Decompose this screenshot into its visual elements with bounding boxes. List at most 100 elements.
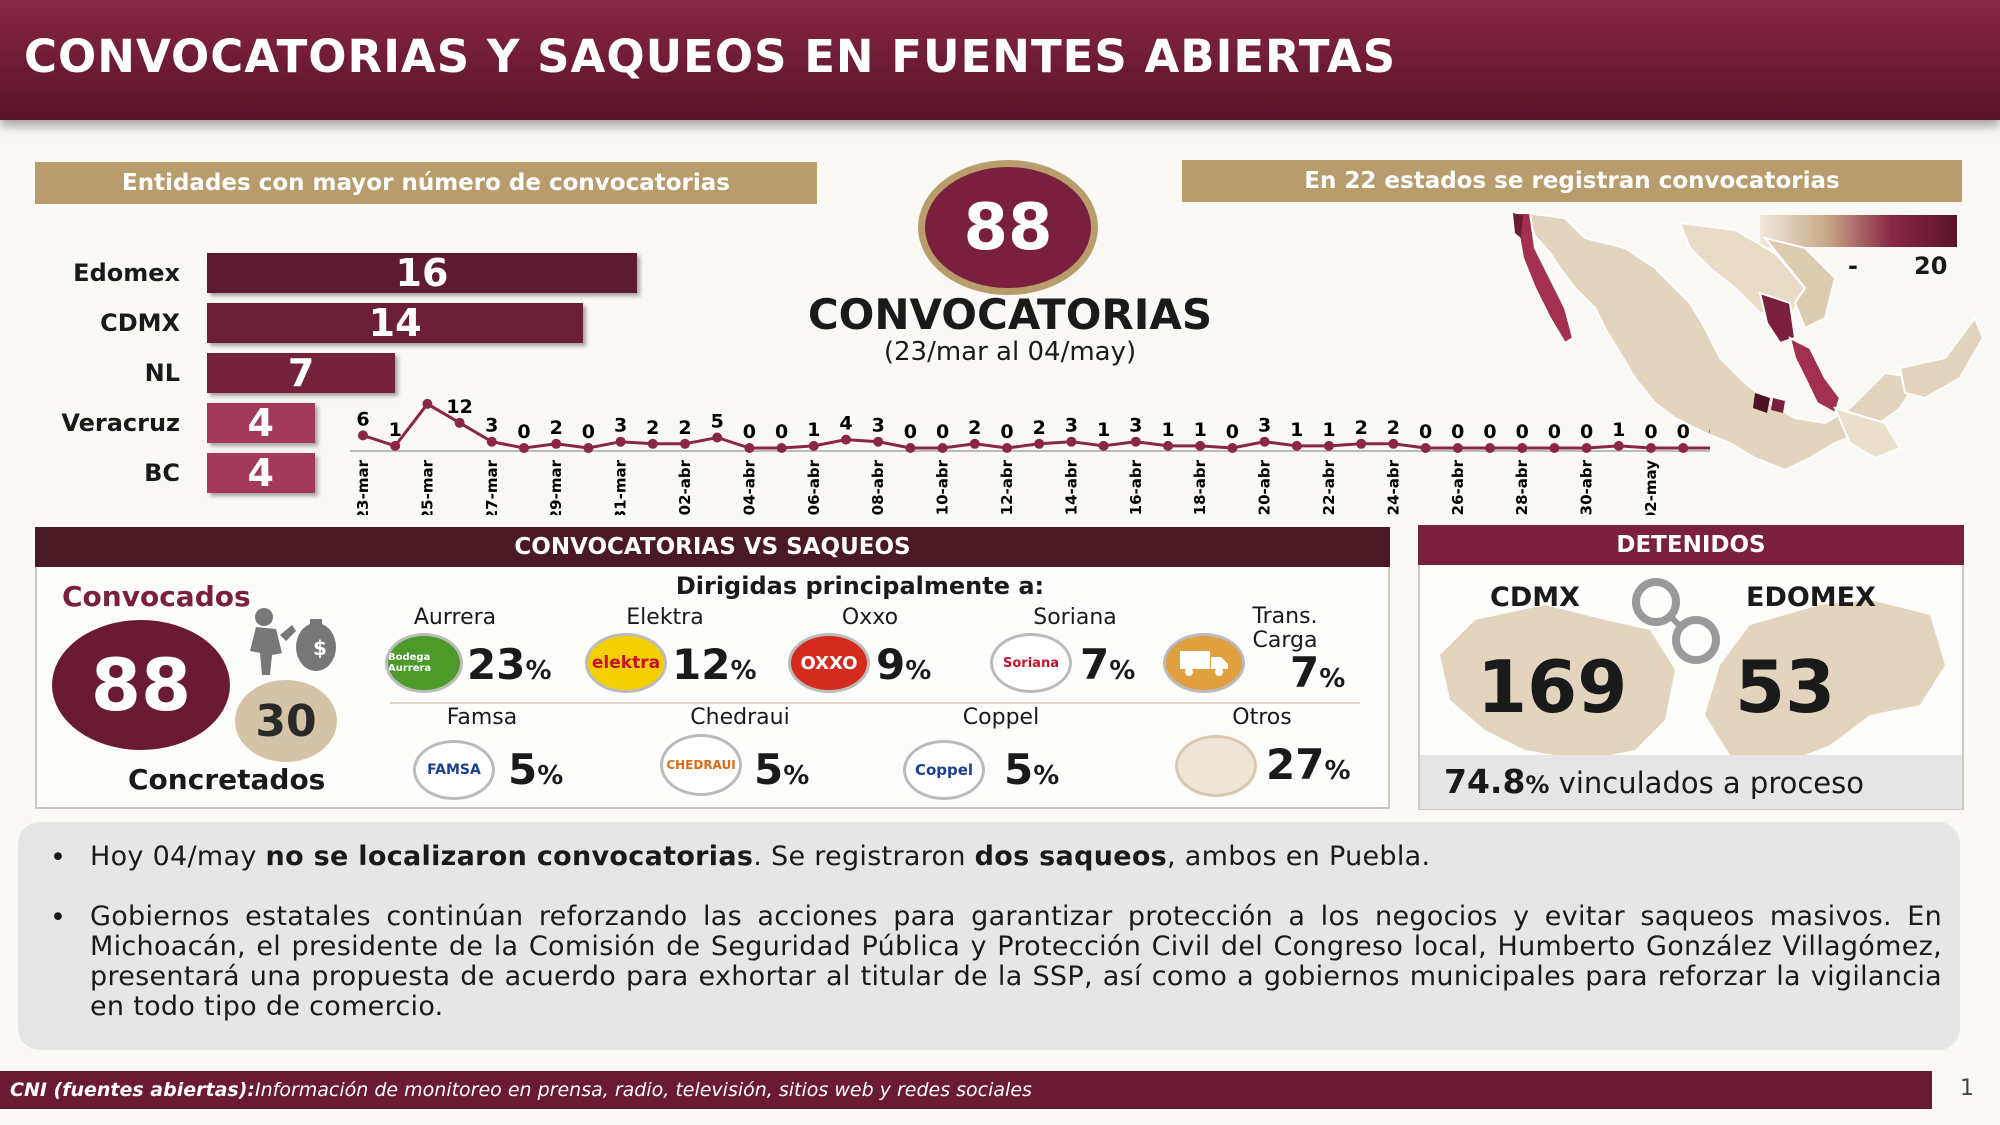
data-label-29-abr: 0 [1548, 421, 1561, 443]
data-label-21-abr: 1 [1290, 419, 1303, 441]
data-label-02-abr: 2 [678, 417, 691, 439]
tick-label-14-abr: 14-abr [1062, 459, 1080, 515]
oxxo-logo: OXXO [788, 633, 870, 693]
data-label-20-abr: 3 [1258, 415, 1271, 437]
store-name-aurrera: Aurrera [413, 605, 497, 630]
data-point-15-abr [1098, 440, 1109, 451]
data-point-11-abr [969, 438, 980, 449]
store-pct-aurrera: 23% [467, 640, 552, 689]
data-point-25-mar [422, 398, 433, 409]
concretados-label: Concretados [128, 763, 326, 796]
map-legend-dash: - [1848, 252, 1858, 280]
data-label-15-abr: 1 [1097, 419, 1110, 441]
data-point-25-abr [1420, 443, 1431, 453]
data-label-31-mar: 3 [614, 415, 627, 437]
data-label-09-abr: 0 [904, 421, 917, 443]
data-label-05-abr: 0 [775, 421, 788, 443]
summary-bullet-2: Gobiernos estatales continúan reforzando… [90, 901, 1942, 1022]
store-name-famsa: Famsa [446, 705, 518, 730]
total-number: 88 [963, 190, 1053, 265]
data-point-17-abr [1163, 440, 1173, 451]
detained-title: DETENIDOS [1418, 525, 1964, 565]
mexico-map [1513, 211, 1985, 472]
data-point-26-mar [454, 417, 465, 428]
truck-icon [1163, 633, 1245, 693]
data-point-28-abr [1517, 443, 1528, 453]
bar-label-nl: NL [144, 359, 180, 387]
data-point-12-abr [1002, 443, 1012, 453]
data-point-08-abr [873, 436, 884, 447]
elektra-logo: elektra [585, 633, 667, 693]
convocados-label: Convocados [62, 580, 251, 613]
data-label-17-abr: 1 [1161, 419, 1174, 441]
aurrera-logo: Bodega Aurrera [385, 633, 463, 693]
data-point-03-abr [712, 432, 723, 443]
tick-label-08-abr: 08-abr [869, 459, 887, 515]
source-footer: CNI (fuentes abiertas): Información de m… [0, 1071, 1932, 1109]
data-point-29-abr [1549, 443, 1560, 453]
map-legend-max: 20 [1914, 252, 1948, 280]
soriana-logo: Soriana [990, 633, 1072, 693]
data-label-26-mar: 12 [446, 396, 472, 418]
tick-label-06-abr: 06-abr [805, 459, 823, 515]
data-point-02-abr [680, 438, 690, 449]
store-pct-famsa: 5% [508, 745, 564, 794]
data-label-24-abr: 2 [1387, 417, 1400, 439]
data-point-01-may [1613, 440, 1624, 451]
data-label-25-abr: 0 [1419, 421, 1432, 443]
data-label-19-abr: 0 [1226, 421, 1239, 443]
bar-label-cdmx: CDMX [100, 309, 180, 337]
convocados-value: 88 [90, 643, 192, 727]
data-label-18-abr: 1 [1194, 419, 1207, 441]
data-label-13-abr: 2 [1033, 417, 1046, 439]
bar-label-bc: BC [144, 459, 180, 487]
entities-title: Entidades con mayor número de convocator… [35, 162, 817, 204]
data-label-23-abr: 2 [1355, 417, 1368, 439]
data-label-28-abr: 0 [1516, 421, 1529, 443]
bullet-dot: • [50, 842, 66, 873]
summary-bullet-1: Hoy 04/may no se localizaron convocatori… [90, 841, 1431, 872]
data-point-02-may [1646, 443, 1656, 453]
data-label-14-abr: 3 [1065, 415, 1078, 437]
data-point-04-abr [744, 443, 755, 453]
tick-label-24-abr: 24-abr [1384, 459, 1402, 515]
tick-label-04-abr: 04-abr [740, 459, 758, 515]
data-point-29-mar [551, 438, 562, 449]
data-label-30-abr: 0 [1580, 421, 1593, 443]
concretados-circle: 30 [235, 680, 337, 762]
famsa-logo: FAMSA [413, 740, 495, 800]
concretados-value: 30 [255, 695, 317, 747]
data-point-01-abr [647, 438, 658, 449]
data-label-25-mar: 21 [414, 395, 440, 399]
store-pct-elektra: 12% [672, 640, 757, 689]
bar-edomex: 16 [207, 251, 637, 295]
page-title: CONVOCATORIAS Y SAQUEOS EN FUENTES ABIER… [24, 30, 1397, 83]
data-label-28-mar: 0 [517, 421, 530, 443]
bar-nl: 7 [207, 351, 396, 395]
data-label-03-may: 0 [1677, 421, 1690, 443]
tick-label-31-mar: 31-mar [612, 459, 630, 515]
data-label-22-abr: 1 [1322, 419, 1335, 441]
otros-logo [1175, 735, 1257, 797]
map-legend-gradient [1760, 215, 1957, 247]
bar-label-edomex: Edomex [73, 259, 180, 287]
data-label-01-abr: 2 [646, 417, 659, 439]
data-point-14-abr [1066, 436, 1077, 447]
tick-label-28-abr: 28-abr [1513, 459, 1531, 515]
bullet-dot: • [50, 902, 66, 933]
data-label-27-mar: 3 [485, 415, 498, 437]
store-pct-otros: 27% [1266, 740, 1351, 789]
data-label-07-abr: 4 [839, 413, 852, 435]
bar-label-veracruz: Veracruz [61, 409, 180, 437]
store-name-chedraui: Chedraui [690, 705, 790, 730]
store-name-elektra: Elektra [626, 605, 704, 630]
data-point-16-abr [1130, 436, 1141, 447]
edomex-label: EDOMEX [1746, 582, 1876, 613]
tick-label-02-abr: 02-abr [676, 459, 694, 515]
tick-label-18-abr: 18-abr [1191, 459, 1209, 515]
data-label-12-abr: 0 [1000, 421, 1013, 443]
daily-convocatorias-line-chart: 6121123020322500143002023131103112200000… [350, 395, 1710, 515]
tick-label-30-abr: 30-abr [1578, 459, 1596, 515]
money-symbol: $ [313, 636, 327, 660]
tick-label-20-abr: 20-abr [1256, 459, 1274, 515]
